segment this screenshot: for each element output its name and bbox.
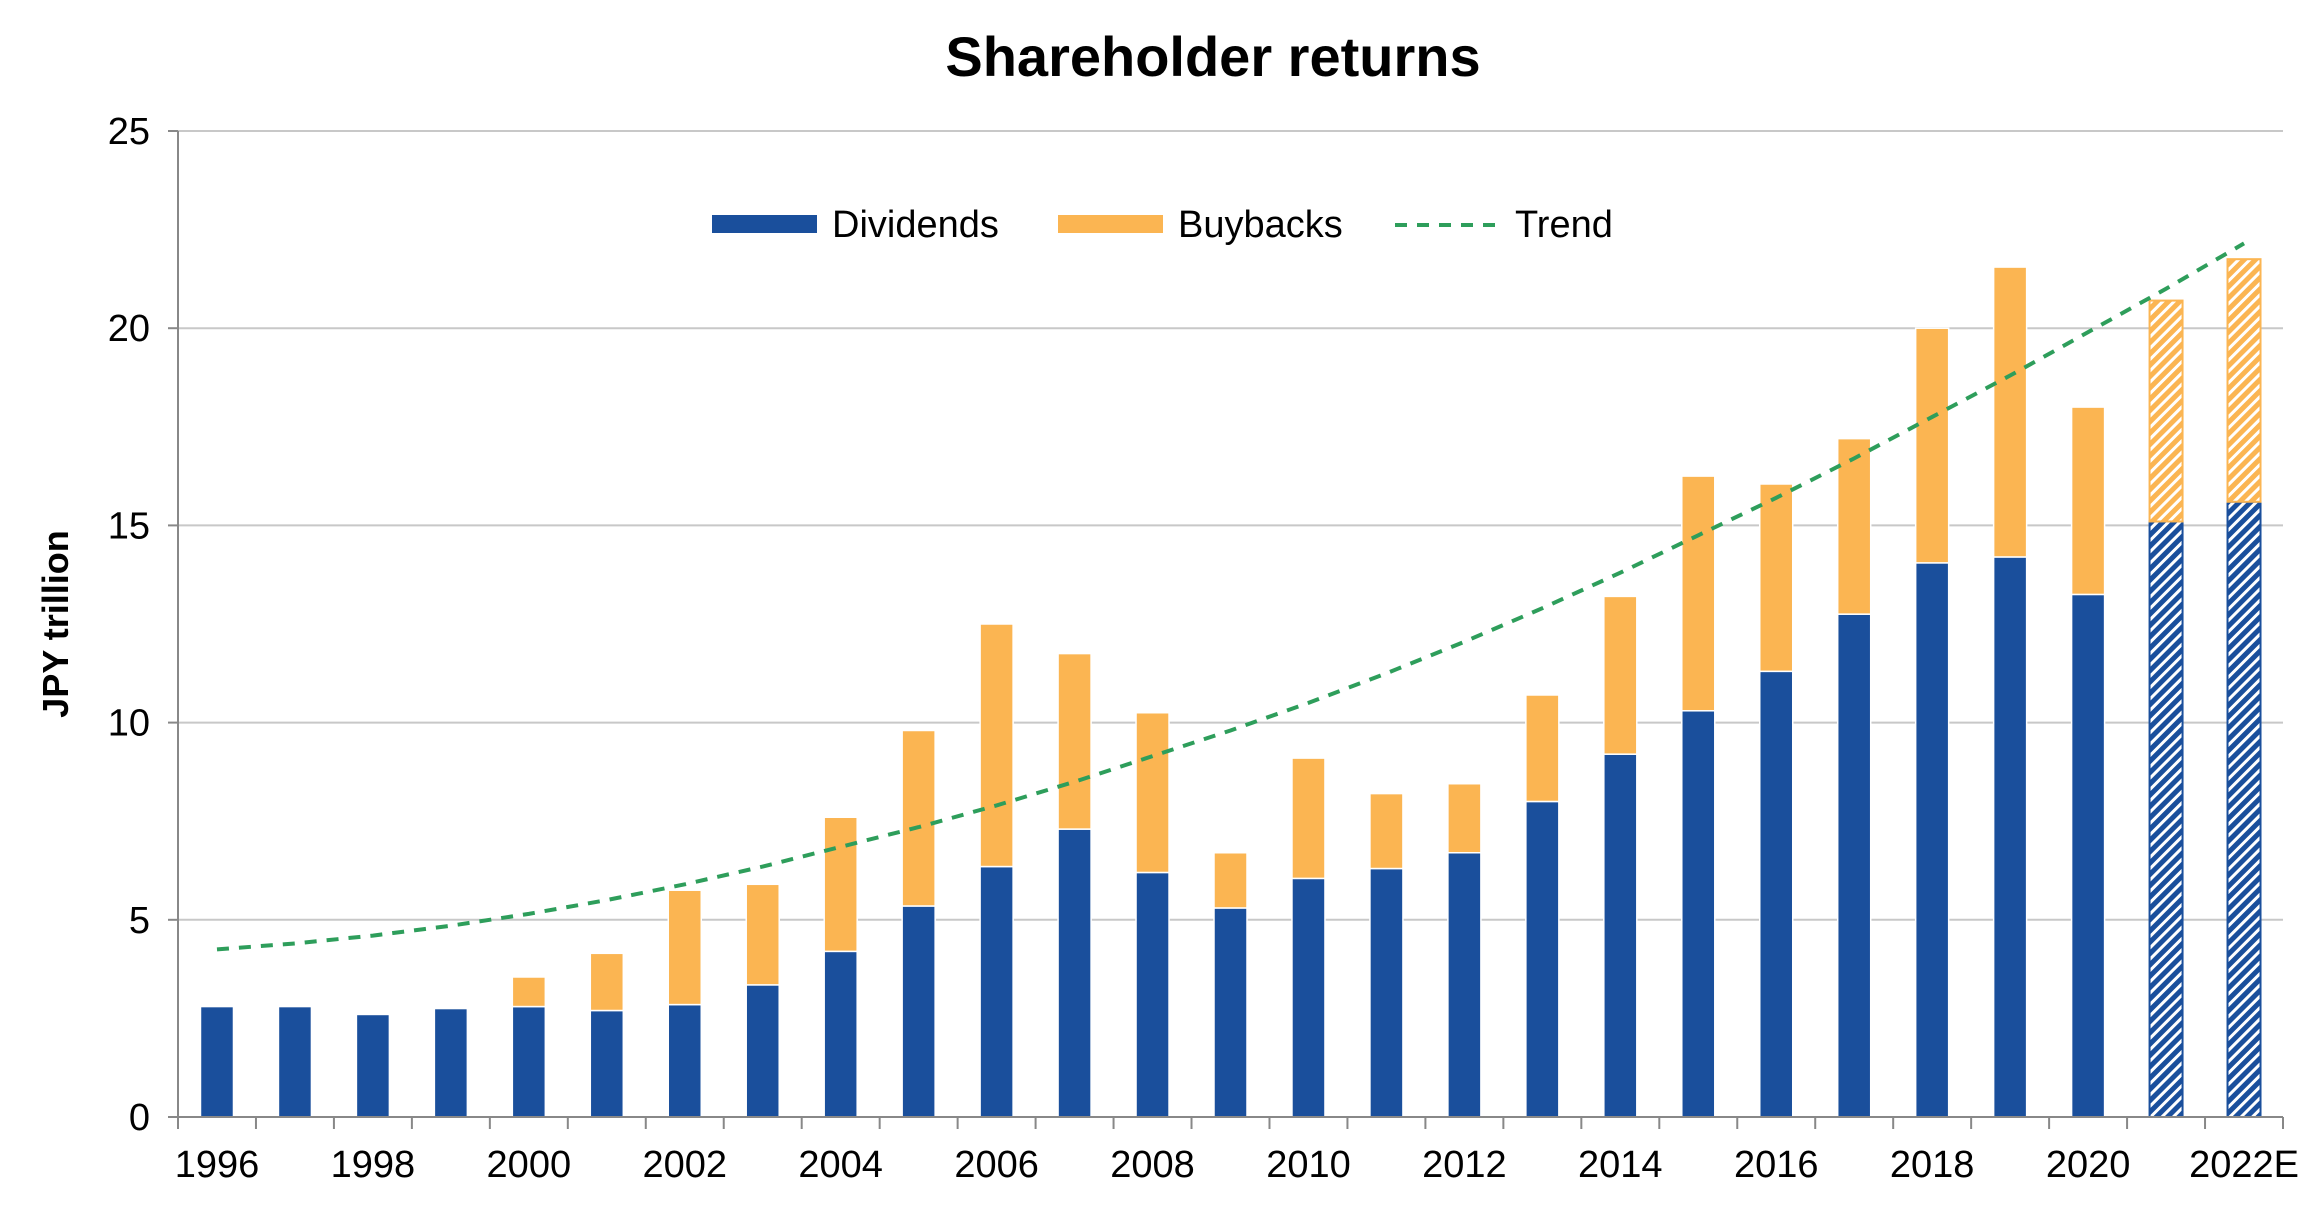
bar-dividends xyxy=(979,865,1014,1118)
bar-buybacks xyxy=(1992,266,2028,558)
bar-dividends xyxy=(1369,867,1404,1118)
bar-dividends xyxy=(1135,871,1170,1118)
bar-dividends xyxy=(355,1013,391,1118)
bar-buybacks xyxy=(1291,757,1326,880)
y-axis-label: JPY trillion xyxy=(35,530,76,717)
bar-buybacks xyxy=(2148,299,2184,523)
legend-label-trend: Trend xyxy=(1515,204,1613,246)
x-tick-label: 2020 xyxy=(2046,1144,2131,1186)
bar-dividends xyxy=(2070,593,2106,1118)
bar-buybacks xyxy=(2070,406,2106,596)
y-tick-label: 25 xyxy=(108,111,150,153)
x-tick-label: 2010 xyxy=(1266,1144,1351,1186)
x-tick-label: 2004 xyxy=(798,1144,883,1186)
bar-dividends xyxy=(199,1005,235,1118)
bar-buybacks xyxy=(589,952,625,1012)
bar-buybacks xyxy=(2226,258,2262,503)
legend-swatch-dividends xyxy=(712,215,817,233)
x-tick-label: 2018 xyxy=(1890,1144,1975,1186)
bar-dividends xyxy=(589,1009,625,1118)
bar-dividends xyxy=(667,1003,703,1118)
bar-dividends xyxy=(1603,753,1638,1118)
bar-dividends xyxy=(901,905,936,1118)
bar-buybacks xyxy=(1135,711,1170,874)
legend: Dividends Buybacks Trend xyxy=(712,204,1613,246)
bar-buybacks xyxy=(1603,595,1638,755)
bar-dividends xyxy=(1057,828,1092,1118)
bar-buybacks xyxy=(1369,792,1404,870)
x-tick-label: 2012 xyxy=(1422,1144,1507,1186)
bar-dividends xyxy=(277,1005,313,1118)
y-tick-label: 10 xyxy=(108,703,150,745)
bar-buybacks xyxy=(1758,483,1794,673)
bar-buybacks xyxy=(901,729,936,907)
bar-dividends xyxy=(433,1007,469,1118)
x-tick-label: 2016 xyxy=(1734,1144,1819,1186)
bar-dividends xyxy=(1291,877,1326,1118)
bar-buybacks xyxy=(1213,852,1248,909)
bar-dividends xyxy=(1213,907,1248,1118)
chart-title: Shareholder returns xyxy=(945,25,1480,88)
y-tick-label: 20 xyxy=(108,308,150,350)
bar-dividends xyxy=(1914,562,1950,1118)
bar-buybacks xyxy=(667,889,703,1006)
bar-buybacks xyxy=(1836,437,1872,615)
bar-dividends xyxy=(1525,800,1560,1118)
x-tick-label: 1996 xyxy=(175,1144,260,1186)
bar-buybacks xyxy=(511,976,547,1008)
bar-buybacks xyxy=(823,816,858,953)
bar-dividends xyxy=(823,950,858,1118)
y-tick-label: 15 xyxy=(108,505,150,547)
x-tick-label: 2002 xyxy=(642,1144,727,1186)
bar-dividends xyxy=(2226,500,2262,1118)
bar-dividends xyxy=(2148,520,2184,1118)
bar-buybacks xyxy=(1057,652,1092,830)
bar-dividends xyxy=(511,1005,547,1118)
x-tick-label: 2000 xyxy=(487,1144,572,1186)
bar-buybacks xyxy=(745,883,780,986)
bar-dividends xyxy=(745,984,780,1118)
x-tick-label: 2006 xyxy=(954,1144,1039,1186)
bar-dividends xyxy=(1992,556,2028,1118)
bar-dividends xyxy=(1758,670,1794,1118)
x-tick-label: 2008 xyxy=(1110,1144,1195,1186)
bar-dividends xyxy=(1447,852,1482,1118)
bar-buybacks xyxy=(1914,327,1950,564)
legend-swatch-buybacks xyxy=(1058,215,1163,233)
y-tick-label: 0 xyxy=(129,1097,150,1139)
x-tick-label: 1998 xyxy=(331,1144,416,1186)
legend-label-buybacks: Buybacks xyxy=(1178,204,1343,246)
bar-buybacks xyxy=(979,623,1014,868)
bar-buybacks xyxy=(1525,694,1560,803)
x-tick-label: 2014 xyxy=(1578,1144,1663,1186)
y-tick-label: 5 xyxy=(129,900,150,942)
trend-line xyxy=(216,241,2246,952)
x-tick-label: 2022E xyxy=(2189,1144,2299,1186)
bar-buybacks xyxy=(1681,475,1716,712)
legend-label-dividends: Dividends xyxy=(832,204,999,246)
bar-buybacks xyxy=(1447,782,1482,854)
bar-dividends xyxy=(1836,613,1872,1118)
bar-dividends xyxy=(1681,710,1716,1118)
